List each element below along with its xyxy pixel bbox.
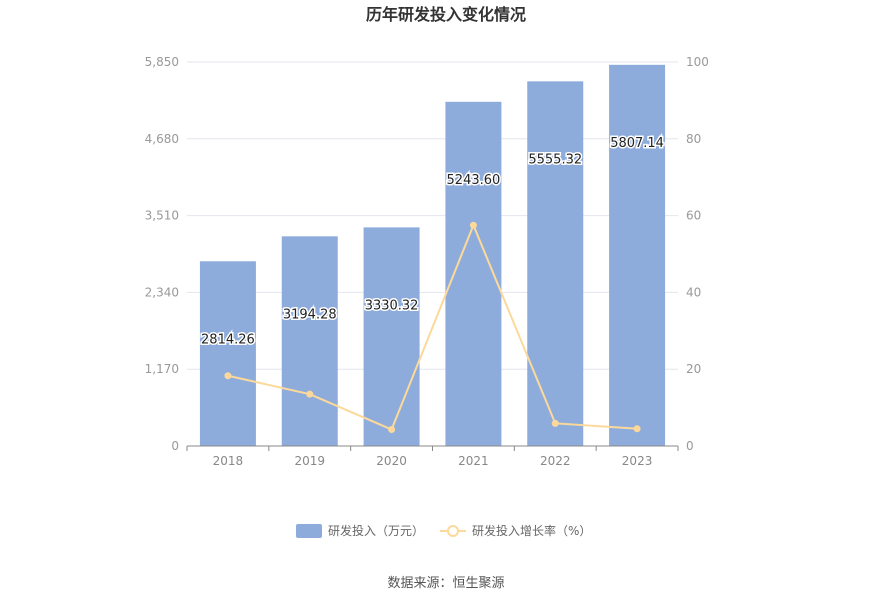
bar [527, 81, 584, 447]
line-point [469, 221, 477, 229]
legend-bar-label: 研发投入（万元） [328, 523, 424, 538]
line-point [388, 425, 396, 433]
x-tick-label: 2018 [213, 454, 244, 468]
grid [187, 61, 678, 370]
x-tick-label: 2019 [294, 454, 325, 468]
y-right-tick-label: 100 [686, 55, 709, 69]
line-point [551, 419, 559, 427]
bar-value-label: 2814.26 [201, 332, 255, 347]
legend: 研发投入（万元） 研发投入增长率（%） [296, 523, 591, 538]
legend-line-label: 研发投入增长率（%） [472, 523, 591, 538]
legend-line-marker [447, 525, 459, 537]
y-left-tick-label: 0 [171, 439, 179, 453]
bar [281, 236, 338, 446]
axes: 0 0 1,170 20 2,340 40 3,510 60 4,680 80 5,850 100 20… [145, 55, 709, 468]
line-point [633, 425, 641, 433]
data-source: 数据来源：恒生聚源 [387, 576, 504, 591]
y-right-tick-label: 80 [686, 132, 701, 146]
y-left-tick-label: 1,170 [145, 362, 179, 376]
growth-line [227, 222, 638, 431]
x-tick-label: 2021 [458, 454, 489, 468]
y-right-tick-label: 20 [686, 362, 701, 376]
legend-item-line[interactable]: 研发投入增长率（%） [440, 523, 591, 538]
bar-value-label: 3194.28 [283, 307, 337, 322]
bar-value-label: 5555.32 [528, 152, 582, 167]
y-left-tick-label: 5,850 [145, 55, 179, 69]
bar-series [199, 64, 666, 447]
y-left-tick-label: 3,510 [145, 209, 179, 223]
bar-value-label: 5807.14 [610, 136, 664, 151]
y-left-tick-label: 4,680 [145, 132, 179, 146]
bar-value-label: 5243.60 [447, 173, 501, 188]
legend-item-bar[interactable]: 研发投入（万元） [296, 523, 424, 538]
bar-value-label: 3330.32 [365, 298, 419, 313]
line-series [224, 221, 641, 433]
x-tick-label: 2023 [622, 454, 653, 468]
y-right-tick-label: 40 [686, 285, 701, 299]
y-right-tick-label: 60 [686, 209, 701, 223]
data-labels: 2814.26 3194.28 3330.32 5243.60 5555.32 5807.… [200, 134, 666, 348]
chart-title: 历年研发投入变化情况 [366, 5, 526, 24]
legend-bar-swatch [296, 524, 322, 538]
bar [363, 227, 420, 446]
bar [609, 64, 666, 446]
x-tick-label: 2022 [540, 454, 571, 468]
line-point [224, 372, 232, 380]
y-right-tick-label: 0 [686, 439, 694, 453]
bar [199, 261, 256, 446]
x-tick-label: 2020 [376, 454, 407, 468]
line-point [306, 390, 314, 398]
y-left-tick-label: 2,340 [145, 285, 179, 299]
